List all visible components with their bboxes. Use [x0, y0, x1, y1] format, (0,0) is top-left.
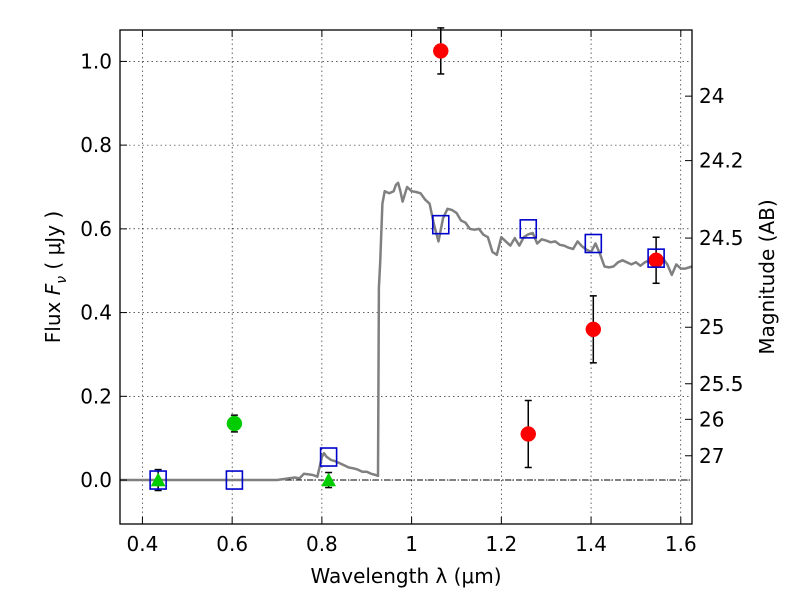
plot-frame [119, 29, 693, 525]
series-layer [120, 27, 693, 492]
model-photometry-square [519, 219, 538, 239]
green-triangle [321, 472, 337, 487]
right-tick-label: 24.2 [699, 149, 744, 173]
y-tick-label: 0.8 [80, 133, 112, 157]
x-tick-label: 0.6 [216, 532, 248, 556]
model-photometry-square [431, 214, 450, 235]
x-tick-label: 1.6 [665, 532, 697, 556]
right-tick-label: 26 [699, 407, 724, 431]
green-point [226, 415, 243, 432]
model-photometry-square [149, 470, 167, 490]
x-tick-label: 0.4 [127, 532, 159, 556]
y-tick-label: 0.4 [80, 301, 112, 325]
model-photometry-square [225, 470, 244, 490]
model-spectrum-line [120, 181, 693, 482]
y-axis-title: Flux Fν ( μJy ) [41, 211, 70, 343]
x-axis-title: Wavelength λ (μm) [310, 564, 501, 588]
model-photometry-square [319, 447, 338, 467]
red-point [585, 321, 602, 338]
model-photometry-square [584, 233, 603, 254]
green-triangle [150, 472, 166, 487]
red-point [520, 426, 537, 442]
right-tick-label: 25.5 [699, 372, 744, 396]
right-tick-label: 25 [699, 315, 724, 339]
x-tick-label: 1.4 [575, 532, 607, 556]
y-tick-label: 0.0 [80, 468, 112, 492]
y-tick-label: 1.0 [80, 49, 112, 73]
plot-background [120, 30, 692, 524]
y-tick-label: 0.2 [80, 384, 112, 408]
ticks: 0.4 0.6 0.8 1 1.2 1.4 1.6 0.0 0.2 0.4 0.6 0.8 1.0 24 2… [80, 30, 744, 556]
right-axis-title: Magnitude (AB) [755, 199, 779, 354]
y-tick-label: 0.6 [80, 217, 112, 241]
x-tick-label: 1 [405, 532, 418, 556]
x-tick-label: 1.2 [485, 532, 517, 556]
red-point [433, 43, 449, 59]
right-tick-label: 27 [699, 444, 724, 468]
model-photometry-square [647, 248, 665, 268]
right-tick-label: 24.5 [699, 226, 744, 250]
red-point [648, 252, 664, 269]
right-tick-label: 24 [699, 84, 724, 108]
x-tick-label: 0.8 [306, 532, 338, 556]
